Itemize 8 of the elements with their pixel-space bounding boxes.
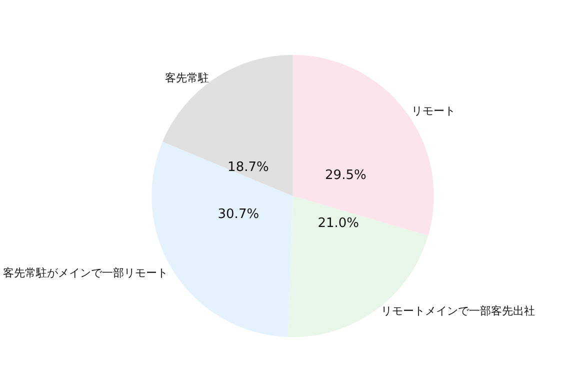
- data-label: 29.5%: [325, 168, 366, 184]
- slice-label: 客先常駐がメインで一部リモート: [3, 266, 168, 280]
- data-label: 30.7%: [218, 206, 260, 222]
- slice-label: リモートメインで一部客先出社: [381, 304, 536, 318]
- data-label: 18.7%: [228, 160, 269, 176]
- slice-label: リモート: [411, 104, 456, 118]
- data-label: 21.0%: [318, 216, 360, 232]
- slice-label: 客先常駐: [164, 71, 209, 84]
